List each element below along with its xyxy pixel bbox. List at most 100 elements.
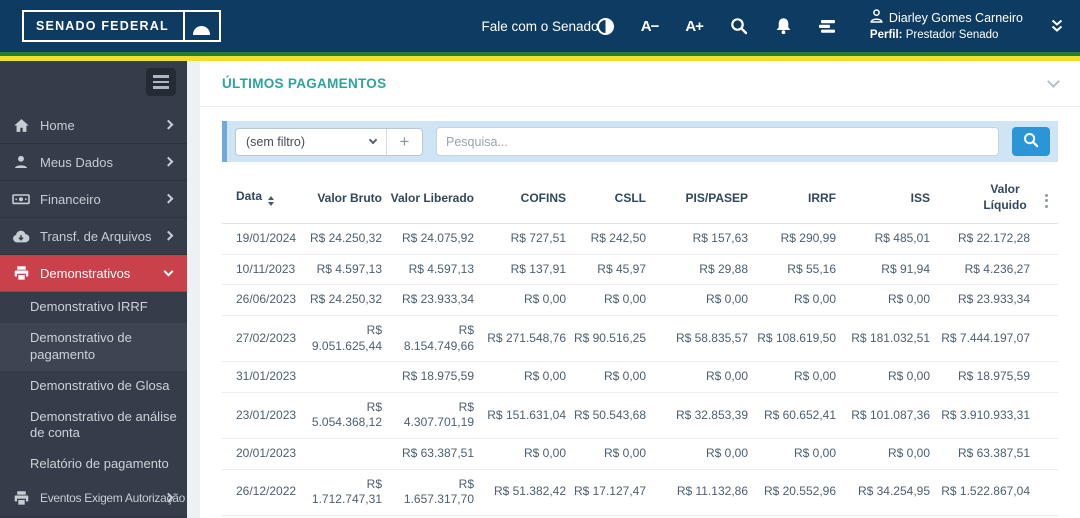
sidebar-toggle-button[interactable] xyxy=(146,68,176,96)
cell-value: R$ 0,00 xyxy=(474,284,566,316)
sidebar-item-eventos-autorizacao[interactable]: Eventos Exigem Autorização xyxy=(0,480,187,518)
fale-com-senado-link[interactable]: Fale com o Senado xyxy=(481,18,599,34)
cell-value: R$ 108.619,50 xyxy=(748,315,836,363)
cell-value: R$ 63.387,51 xyxy=(930,438,1030,470)
column-header-pis-pasep[interactable]: PIS/PASEP xyxy=(646,172,748,225)
cell-menu xyxy=(1030,438,1058,470)
user-profile: Perfil: Prestador Senado xyxy=(869,28,999,41)
contrast-icon[interactable] xyxy=(596,17,614,35)
cell-value: R$ 18.975,59 xyxy=(930,361,1030,393)
column-header-valor-liberado[interactable]: Valor Liberado xyxy=(382,172,474,225)
cell-value: R$ 5.054.368,12 xyxy=(302,392,382,439)
cell-value: R$ 4.307.701,19 xyxy=(382,392,474,439)
sidebar-item-home[interactable]: Home xyxy=(0,107,187,144)
sidebar-item-financeiro[interactable]: Financeiro xyxy=(0,181,187,218)
table-row[interactable]: 19/01/2024 R$ 24.250,32 R$ 24.075,92 R$ 727… xyxy=(222,223,1058,255)
column-menu-icon[interactable] xyxy=(1041,192,1052,210)
magnifier-icon xyxy=(1023,132,1039,151)
home-icon xyxy=(12,116,30,134)
sidebar-item-demonstrativos[interactable]: Demonstrativos xyxy=(0,255,187,292)
table-row[interactable]: 31/01/2023 R$ 18.975,59 R$ 0,00 R$ 0,00 R$ 0… xyxy=(222,361,1058,393)
senado-logo[interactable]: SENADO FEDERAL xyxy=(22,10,221,42)
search-button[interactable] xyxy=(1012,127,1050,156)
filter-select[interactable]: (sem filtro) xyxy=(236,129,386,155)
cell-value: R$ 1.522.867,04 xyxy=(930,469,1030,516)
cell-date: 31/01/2023 xyxy=(222,361,302,393)
cell-value: R$ 63.387,51 xyxy=(382,438,474,470)
list-bars-icon[interactable] xyxy=(818,19,837,34)
table-row[interactable]: 26/06/2023 R$ 24.250,32 R$ 23.933,34 R$ 0,0… xyxy=(222,284,1058,316)
submenu-demonstrativo-irrf[interactable]: Demonstrativo IRRF xyxy=(30,299,148,314)
column-header-valor-liquido[interactable]: Valor Líquido xyxy=(930,172,1030,225)
senado-logo-text: SENADO FEDERAL xyxy=(36,19,169,33)
sidebar-item-transf-arquivos[interactable]: Transf. de Arquivos xyxy=(0,218,187,255)
sidebar-nav: Home Meus Dados Financeiro xyxy=(0,107,187,518)
submenu-relatorio-pagamento[interactable]: Relatório de pagamento xyxy=(30,456,169,472)
double-chevron-down-icon[interactable] xyxy=(1050,18,1064,34)
cell-value: R$ 137,91 xyxy=(474,254,566,286)
cell-value: R$ 0,00 xyxy=(836,438,930,470)
page-title: ÚLTIMOS PAGAMENTOS xyxy=(222,76,387,91)
cell-value: R$ 4.597,13 xyxy=(302,254,382,286)
table-row[interactable]: 26/12/2022 R$ 1.712.747,31 R$ 1.657.317,70… xyxy=(222,469,1058,516)
cell-menu xyxy=(1030,361,1058,393)
cell-value: R$ 1.657.317,70 xyxy=(382,469,474,516)
card-header: ÚLTIMOS PAGAMENTOS xyxy=(200,61,1080,107)
search-icon[interactable] xyxy=(730,17,748,35)
cell-value: R$ 11.132,86 xyxy=(646,469,748,516)
submenu-demonstrativo-glosa[interactable]: Demonstrativo de Glosa xyxy=(30,377,170,393)
printer-icon xyxy=(12,489,30,507)
cell-value xyxy=(302,361,382,393)
filter-bar: (sem filtro) + xyxy=(222,121,1058,162)
table-row[interactable]: 27/02/2023 R$ 9.051.625,44 R$ 8.154.749,66… xyxy=(222,315,1058,363)
cell-menu xyxy=(1030,315,1058,363)
column-header-csll[interactable]: CSLL xyxy=(566,172,646,225)
cell-value: R$ 60.652,41 xyxy=(748,392,836,439)
font-increase-button[interactable]: A+ xyxy=(685,17,704,35)
bell-icon[interactable] xyxy=(775,17,792,35)
cell-value: R$ 0,00 xyxy=(836,361,930,393)
table-row[interactable]: 23/01/2023 R$ 5.054.368,12 R$ 4.307.701,19… xyxy=(222,392,1058,439)
cell-value: R$ 91,94 xyxy=(836,254,930,286)
payments-table: Data Valor Bruto Valor Liberado COFINS C… xyxy=(222,172,1058,516)
table-row[interactable]: 10/11/2023 R$ 4.597,13 R$ 4.597,13 R$ 137,9… xyxy=(222,254,1058,286)
user-menu[interactable]: Diarley Gomes Carneiro Perfil: Prestador… xyxy=(870,9,1023,42)
cell-value: R$ 0,00 xyxy=(748,284,836,316)
cell-value: R$ 45,97 xyxy=(566,254,646,286)
sort-icon[interactable] xyxy=(268,196,275,207)
cell-menu xyxy=(1030,284,1058,316)
column-header-iss[interactable]: ISS xyxy=(836,172,930,225)
submenu-demonstrativo-analise-conta[interactable]: Demonstrativo de análise de conta xyxy=(30,408,177,441)
cell-value: R$ 151.631,04 xyxy=(474,392,566,439)
cell-value: R$ 0,00 xyxy=(646,438,748,470)
senado-emblem-icon xyxy=(182,12,219,40)
printer-icon xyxy=(12,264,30,282)
column-header-valor-bruto[interactable]: Valor Bruto xyxy=(302,172,382,225)
search-input[interactable] xyxy=(436,127,999,156)
column-header-irrf[interactable]: IRRF xyxy=(748,172,836,225)
sidebar-item-meus-dados[interactable]: Meus Dados xyxy=(0,144,187,181)
cell-value: R$ 50.543,68 xyxy=(566,392,646,439)
font-decrease-button[interactable]: A− xyxy=(640,17,660,35)
chevron-right-icon xyxy=(163,119,174,130)
user-icon xyxy=(870,9,883,27)
column-header-data[interactable]: Data xyxy=(222,172,302,225)
add-filter-button[interactable]: + xyxy=(386,128,422,155)
chevron-right-icon xyxy=(163,193,174,204)
demonstrativos-submenu: Demonstrativo IRRF Demonstrativo de paga… xyxy=(0,292,187,480)
payments-card: ÚLTIMOS PAGAMENTOS (sem filtro) + xyxy=(200,61,1080,518)
cell-value: R$ 4.236,27 xyxy=(930,254,1030,286)
cell-menu xyxy=(1030,392,1058,439)
chevron-right-icon xyxy=(163,230,174,241)
collapse-panel-icon[interactable] xyxy=(1047,75,1060,88)
column-header-cofins[interactable]: COFINS xyxy=(474,172,566,225)
cell-value: R$ 58.835,57 xyxy=(646,315,748,363)
cell-value: R$ 22.172,28 xyxy=(930,223,1030,255)
cloud-download-icon xyxy=(12,227,30,245)
table-row[interactable]: 20/01/2023 R$ 63.387,51 R$ 0,00 R$ 0,00 R$ 0… xyxy=(222,438,1058,470)
cell-value: R$ 23.933,34 xyxy=(930,284,1030,316)
submenu-demonstrativo-pagamento[interactable]: Demonstrativo de pagamento xyxy=(0,322,187,371)
cell-value: R$ 0,00 xyxy=(566,361,646,393)
cell-value: R$ 51.382,42 xyxy=(474,469,566,516)
